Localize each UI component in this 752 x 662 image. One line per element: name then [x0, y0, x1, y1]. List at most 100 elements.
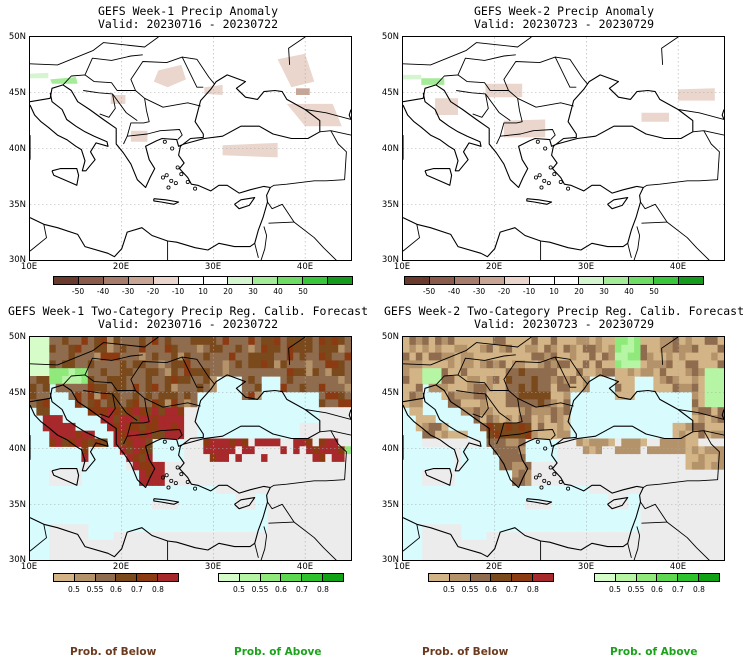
probability-cell: [640, 508, 648, 518]
coastline: [30, 92, 109, 172]
probability-cell: [293, 469, 301, 479]
probability-cell: [306, 383, 314, 393]
probability-cell: [544, 415, 552, 424]
probability-cell: [454, 376, 462, 385]
probability-cell: [68, 344, 76, 354]
probability-cell: [164, 407, 172, 416]
probability-cell: [608, 446, 616, 455]
probability-cell: [441, 383, 449, 393]
probability-cell: [42, 344, 50, 354]
country-border: [30, 337, 159, 366]
probability-cell: [344, 516, 351, 525]
probability-cell: [203, 344, 211, 354]
probability-cell: [306, 438, 314, 447]
probability-cell: [113, 360, 121, 369]
probability-cell: [653, 446, 661, 455]
probability-cell: [158, 532, 166, 541]
probability-cell: [550, 555, 558, 560]
probability-cell: [261, 368, 269, 377]
probability-cell: [286, 532, 294, 541]
probability-cell: [666, 493, 674, 502]
probability-cell: [447, 383, 455, 393]
probability-cell: [711, 407, 719, 416]
probability-cell: [569, 352, 577, 361]
country-border: [641, 221, 668, 224]
probability-cell: [659, 485, 667, 494]
country-border: [641, 521, 668, 524]
colorbar-swatch: [153, 277, 179, 284]
probability-cell: [441, 524, 449, 533]
probability-cell: [403, 337, 410, 346]
probability-cell: [293, 344, 301, 354]
probability-cell: [81, 399, 89, 408]
probability-cell: [158, 376, 166, 385]
probability-cell: [87, 547, 95, 557]
probability-cell: [132, 376, 140, 385]
probability-cell: [659, 539, 667, 549]
probability-cell: [338, 516, 346, 525]
country-border: [83, 390, 116, 418]
probability-cell: [447, 337, 455, 346]
probability-cell: [447, 547, 455, 557]
probability-cell: [576, 547, 584, 557]
probability-cell: [679, 360, 687, 369]
probability-cell: [132, 407, 140, 416]
probability-cell: [582, 438, 590, 447]
probability-cell: [74, 368, 82, 377]
probability-cell: [325, 555, 333, 560]
probability-cell: [132, 446, 140, 455]
probability-cell: [544, 469, 552, 479]
probability-cell: [582, 383, 590, 393]
country-border: [127, 129, 183, 140]
probability-cell: [203, 532, 211, 541]
probability-cell: [318, 438, 326, 447]
probability-cell: [286, 344, 294, 354]
island: [162, 139, 167, 144]
probability-cell: [184, 430, 192, 440]
probability-cell: [331, 438, 339, 447]
probability-cell: [473, 438, 481, 447]
probability-cell: [409, 344, 417, 354]
probability-cell: [216, 477, 224, 486]
probability-cell: [647, 454, 654, 463]
probability-cell: [499, 344, 507, 354]
probability-cell: [711, 430, 719, 440]
country-border: [112, 93, 138, 121]
probability-cell: [113, 399, 121, 408]
probability-cell: [274, 508, 281, 518]
probability-cell: [659, 438, 667, 447]
probability-cell: [422, 344, 430, 354]
probability-cell: [293, 446, 301, 455]
probability-cell: [512, 532, 520, 541]
probability-cell: [486, 383, 494, 393]
probability-cell: [132, 391, 140, 400]
probability-cell: [595, 469, 603, 479]
probability-cell: [589, 360, 597, 369]
probability-cell: [81, 454, 89, 463]
island: [566, 486, 571, 491]
probability-cell: [505, 376, 513, 385]
probability-cell: [569, 547, 577, 557]
probability-cell: [293, 454, 301, 463]
probability-cell: [139, 415, 147, 424]
probability-cell: [306, 446, 314, 455]
probability-cell: [467, 391, 475, 400]
probability-cell: [344, 383, 351, 393]
probability-cell: [544, 391, 552, 400]
probability-cell: [422, 376, 430, 385]
probability-cell: [679, 446, 687, 455]
probability-cell: [563, 430, 571, 440]
probability-cell: [267, 469, 275, 479]
probability-cell: [196, 337, 204, 346]
probability-cell: [467, 352, 475, 361]
probability-cell: [299, 508, 307, 518]
probability-cell: [299, 461, 307, 471]
probability-cell: [344, 524, 351, 533]
probability-cell: [248, 438, 256, 447]
country-border: [500, 429, 556, 440]
probability-cell: [531, 430, 539, 440]
probability-cell: [306, 539, 314, 549]
probability-cell: [653, 547, 661, 557]
lon-label: 10E: [393, 262, 411, 272]
probability-cell: [409, 368, 417, 377]
